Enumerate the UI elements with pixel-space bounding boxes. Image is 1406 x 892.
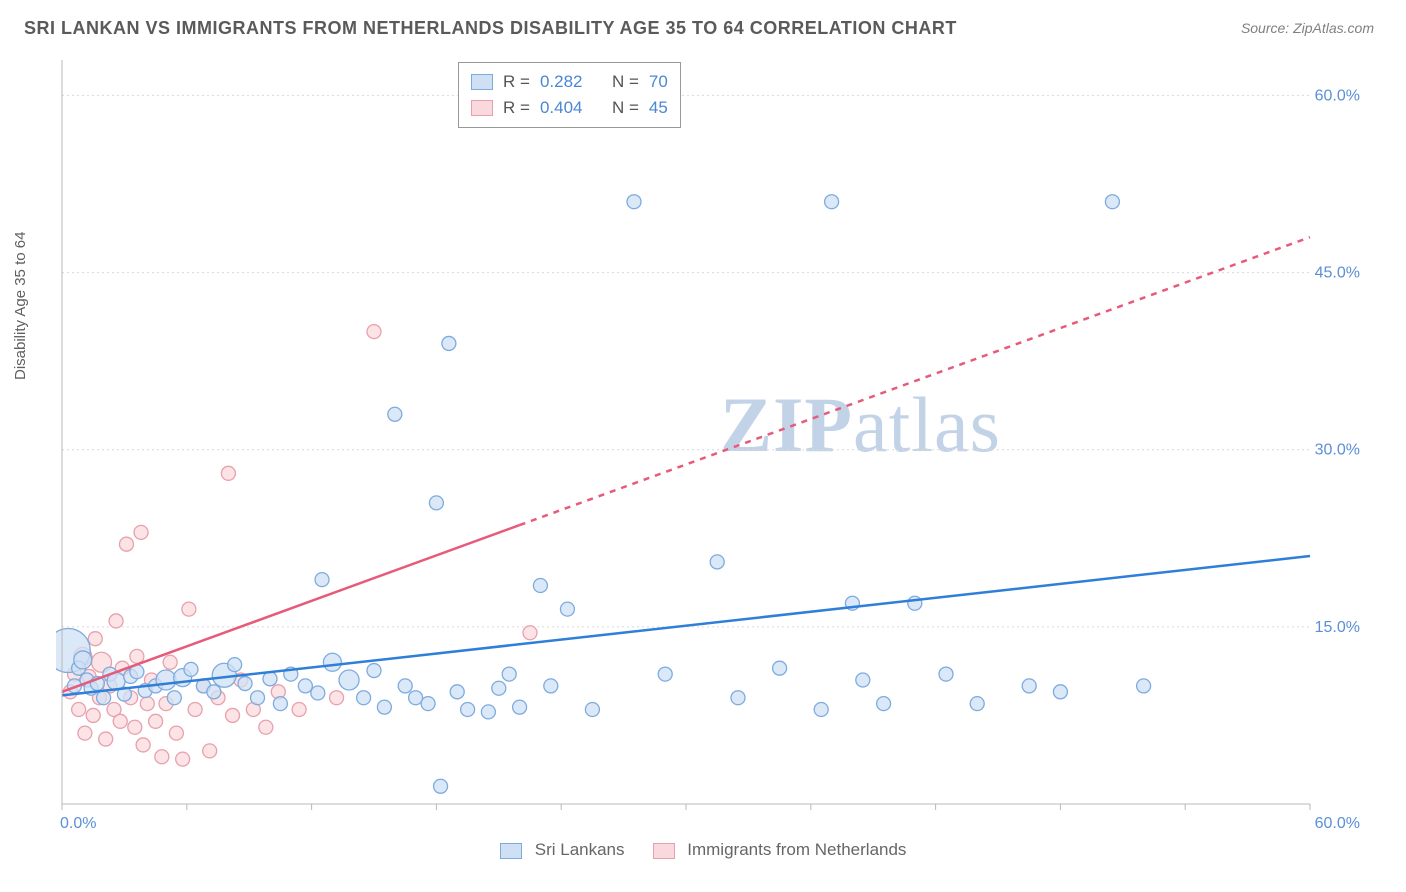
svg-text:60.0%: 60.0% — [1315, 87, 1360, 104]
swatch-srilankans-icon — [500, 843, 522, 859]
swatch-netherlands — [471, 100, 493, 116]
chart-title: SRI LANKAN VS IMMIGRANTS FROM NETHERLAND… — [24, 18, 957, 39]
r-value-netherlands: 0.404 — [540, 98, 583, 118]
svg-text:15.0%: 15.0% — [1315, 619, 1360, 636]
swatch-netherlands-icon — [653, 843, 675, 859]
y-axis-title: Disability Age 35 to 64 — [12, 232, 29, 380]
svg-text:60.0%: 60.0% — [1315, 815, 1360, 832]
stats-row-netherlands: R = 0.404 N = 45 — [471, 95, 668, 121]
svg-text:30.0%: 30.0% — [1315, 442, 1360, 459]
swatch-srilankans — [471, 74, 493, 90]
chart-area: 15.0% 30.0% 45.0% 60.0% 0.0% 60.0% — [56, 56, 1370, 834]
source-label: Source: ZipAtlas.com — [1241, 20, 1374, 36]
scatter-chart: 15.0% 30.0% 45.0% 60.0% 0.0% 60.0% — [56, 56, 1370, 834]
n-value-netherlands: 45 — [649, 98, 668, 118]
r-value-srilankans: 0.282 — [540, 72, 583, 92]
stats-legend: R = 0.282 N = 70 R = 0.404 N = 45 — [458, 62, 681, 128]
legend-item-srilankans: Sri Lankans — [500, 840, 625, 860]
stats-row-srilankans: R = 0.282 N = 70 — [471, 69, 668, 95]
svg-text:45.0%: 45.0% — [1315, 265, 1360, 282]
n-value-srilankans: 70 — [649, 72, 668, 92]
legend-item-netherlands: Immigrants from Netherlands — [653, 840, 907, 860]
svg-text:0.0%: 0.0% — [60, 815, 96, 832]
bottom-legend: Sri Lankans Immigrants from Netherlands — [500, 840, 906, 860]
